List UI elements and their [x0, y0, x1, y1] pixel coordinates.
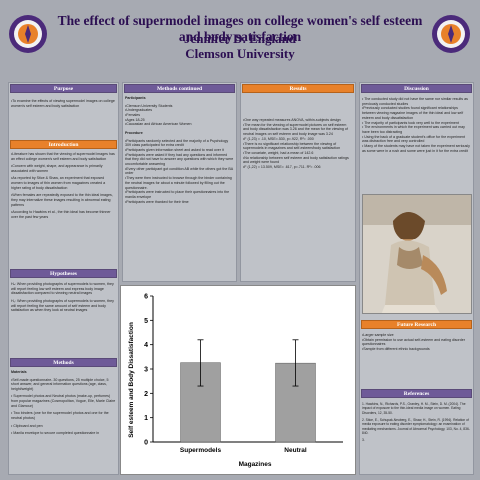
discussion-item: •Previously conducted studies found sign…	[362, 106, 464, 120]
y-tick-label: 1	[144, 415, 148, 422]
participants-label: Participants	[125, 96, 146, 100]
purpose-heading: Purpose	[10, 84, 117, 93]
methods-item: • Clipboard and pen	[11, 423, 43, 428]
results-heading: Results	[242, 84, 354, 93]
methods-continued-text: Participants •Clemson University Student…	[125, 96, 234, 204]
result-item: •F (1,22) = 13.509, MSE= .617, p=.711. R…	[243, 165, 321, 170]
result-item: •One way repeated measures ANOVA, within…	[243, 118, 341, 122]
participants-list: •Clemson University Students •Undergradu…	[125, 104, 234, 128]
future-research-item: •Obtain permission to use actual self-es…	[362, 337, 465, 347]
discussion-item: • The majority of participants took very…	[362, 120, 459, 125]
methods-heading: Methods	[10, 358, 117, 367]
hypotheses-heading: Hypotheses	[10, 269, 117, 278]
supermodel-photo	[362, 194, 472, 314]
participant-item: •Caucasian and African American Women	[125, 122, 192, 127]
results-text: •One way repeated measures ANOVA, within…	[243, 118, 353, 170]
x-tick-label: Neutral	[284, 447, 307, 454]
result-item: •No relationship between self esteem and…	[243, 155, 349, 165]
references-heading: References	[361, 389, 472, 398]
procedure-item: •Participants randomly selected and the …	[125, 138, 229, 148]
procedure-item: •Participants were thanked for their tim…	[125, 199, 189, 204]
methods-item: • Supermodel photos and Neutral photos (…	[11, 394, 116, 408]
reference-item: 1. Hawkins, N., Richards, P.S., Granley,…	[362, 402, 466, 415]
future-research-item: •Sample from different ethnic background…	[362, 347, 430, 352]
references-text: 1. Hawkins, N., Richards, P.S., Granley,…	[362, 402, 471, 446]
reference-item: 3.	[362, 438, 365, 443]
university-seal-icon	[9, 15, 47, 53]
introduction-item: •Literature has shown that the viewing o…	[11, 152, 115, 161]
x-tick-label: Supermodels	[180, 447, 222, 454]
hypotheses-text: Hₐ: When providing photographs of superm…	[11, 282, 116, 316]
institution-name: Clemson University	[185, 46, 295, 61]
hypothesis-item: Hₐ: When providing photographs of superm…	[11, 282, 114, 296]
purpose-text: •To examine the effects of viewing super…	[11, 99, 115, 108]
y-tick-label: 4	[144, 342, 148, 349]
y-axis-label: Self esteem and Body Dissatisfaction	[128, 322, 135, 438]
procedure-item: •Every other participant got condition A…	[125, 166, 233, 176]
future-research-item: •Larger sample size	[362, 333, 394, 337]
procedure-item: •Participants were instructed to place t…	[125, 190, 230, 199]
university-seal-icon	[432, 15, 470, 53]
future-research-text: •Larger sample size •Obtain permission t…	[362, 333, 471, 352]
poster-title: The effect of supermodel images on colle…	[57, 13, 423, 44]
procedure-label: Procedure	[125, 131, 143, 136]
y-tick-label: 0	[144, 440, 148, 447]
plot-area: 0 1 2 3 4 5 6 Supermodels Neutral	[144, 294, 343, 454]
introduction-text: •Literature has shown that the viewing o…	[11, 152, 116, 222]
supermodel-image	[363, 195, 471, 313]
introduction-item: •Concern with weight, shape, and appeara…	[11, 164, 103, 173]
hypothesis-item: H₀: When providing photographs of superm…	[11, 298, 114, 313]
methods-text: Materials •Self-made questionnaire- 30 q…	[11, 370, 116, 439]
discussion-heading: Discussion	[361, 84, 472, 93]
discussion-item: • Using the back of a graduate student's…	[362, 134, 465, 144]
procedure-item: •Participants given information sheet an…	[125, 147, 224, 152]
methods-item: •Self-made questionnaire- 30 questions, …	[11, 377, 109, 391]
result-item: •The mean for the viewing of supermodel …	[243, 122, 348, 137]
y-tick-label: 5	[144, 318, 148, 325]
introduction-item: •When females are repeatedly exposed to …	[11, 193, 113, 207]
procedure-item: •They were then instructed to browse thr…	[125, 176, 232, 190]
introduction-item: •According to Hawkins et al., the thin i…	[11, 210, 111, 219]
methods-continued-heading: Methods continued	[124, 84, 235, 93]
discussion-item: • Many of the students may have not take…	[362, 144, 470, 153]
discussion-text: • The conducted study did not have the s…	[362, 97, 471, 153]
result-item: •F (1,23) = .10, MSE=.530, p=.922, R²= .…	[243, 136, 314, 141]
y-tick-label: 2	[144, 391, 148, 398]
result-item: •The covariate, weight, had a mean of 14…	[243, 150, 314, 155]
methods-item: • Manila envelope to secure completed qu…	[11, 431, 100, 436]
y-tick-label: 3	[144, 367, 148, 374]
methods-item: • Two binders (one for the supermodel ph…	[11, 411, 109, 421]
materials-label: Materials	[11, 370, 27, 374]
participant-item: •Ages 18-25	[125, 117, 145, 122]
discussion-item: • The environments in which the experime…	[362, 125, 465, 134]
introduction-heading: Introduction	[10, 140, 117, 149]
reference-item: 2. Stice, E., Schupak-Neuberg, E., Shaw,…	[362, 418, 470, 436]
results-chart: Self esteem and Body Dissatisfaction Mag…	[120, 285, 356, 475]
participant-item: •Undergraduates	[125, 108, 153, 113]
discussion-item: • The conducted study did not have the s…	[362, 97, 468, 106]
author-name: Jennifer D. England	[183, 31, 297, 46]
result-item: •There is no significant relationship be…	[243, 141, 341, 151]
x-axis-label: Magazines	[239, 461, 272, 468]
introduction-item: •As reported by Stice & Shaw, an experim…	[11, 176, 106, 190]
procedure-list: •Participants randomly selected and the …	[125, 139, 234, 205]
procedure-item: •Participants were asked if they had any…	[125, 152, 234, 167]
bar	[180, 362, 221, 443]
methods-continued-panel	[122, 82, 237, 282]
bar-chart: Self esteem and Body Dissatisfaction Mag…	[128, 294, 343, 468]
participant-item: •Clemson University Students	[125, 103, 173, 108]
participant-item: •Females	[125, 112, 141, 117]
results-panel	[240, 82, 356, 282]
future-research-heading: Future Research	[361, 320, 472, 329]
y-tick-label: 6	[144, 294, 148, 301]
poster-header: The effect of supermodel images on colle…	[0, 0, 480, 74]
